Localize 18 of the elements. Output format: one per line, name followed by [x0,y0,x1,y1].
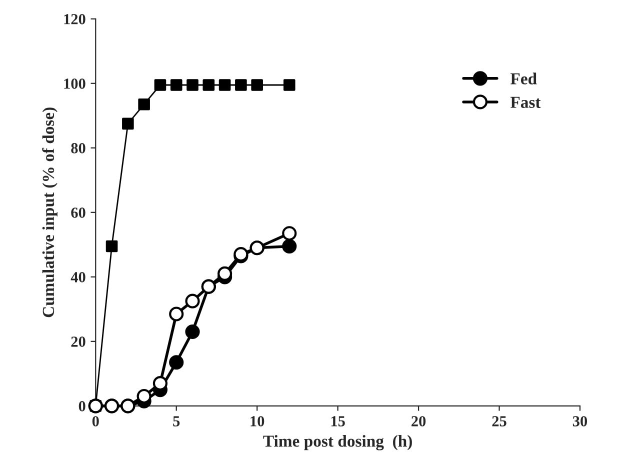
x-tick-label: 0 [92,416,99,426]
x-tick-label: 20 [412,416,426,426]
x-tick-label: 15 [331,416,345,426]
y-tick-label: 100 [64,78,86,89]
y-tick-label: 80 [71,143,86,154]
y-tick-label: 20 [71,336,86,347]
y-tick-label: 0 [78,401,86,412]
legend-label: Fed [510,72,537,84]
x-tick-label: 25 [492,416,506,426]
y-tick-label: 40 [70,272,86,282]
x-axis-title: Time post dosing (h) [263,435,412,450]
y-tick-label: 60 [71,208,86,218]
x-tick-label: 30 [572,416,588,426]
y-axis-title: Cumulative input (% of dose) [42,108,58,318]
x-tick-label: 5 [173,416,180,426]
legend-label: Fast [510,96,541,108]
x-tick-label: 10 [250,416,264,426]
y-tick-label: 120 [64,14,86,24]
